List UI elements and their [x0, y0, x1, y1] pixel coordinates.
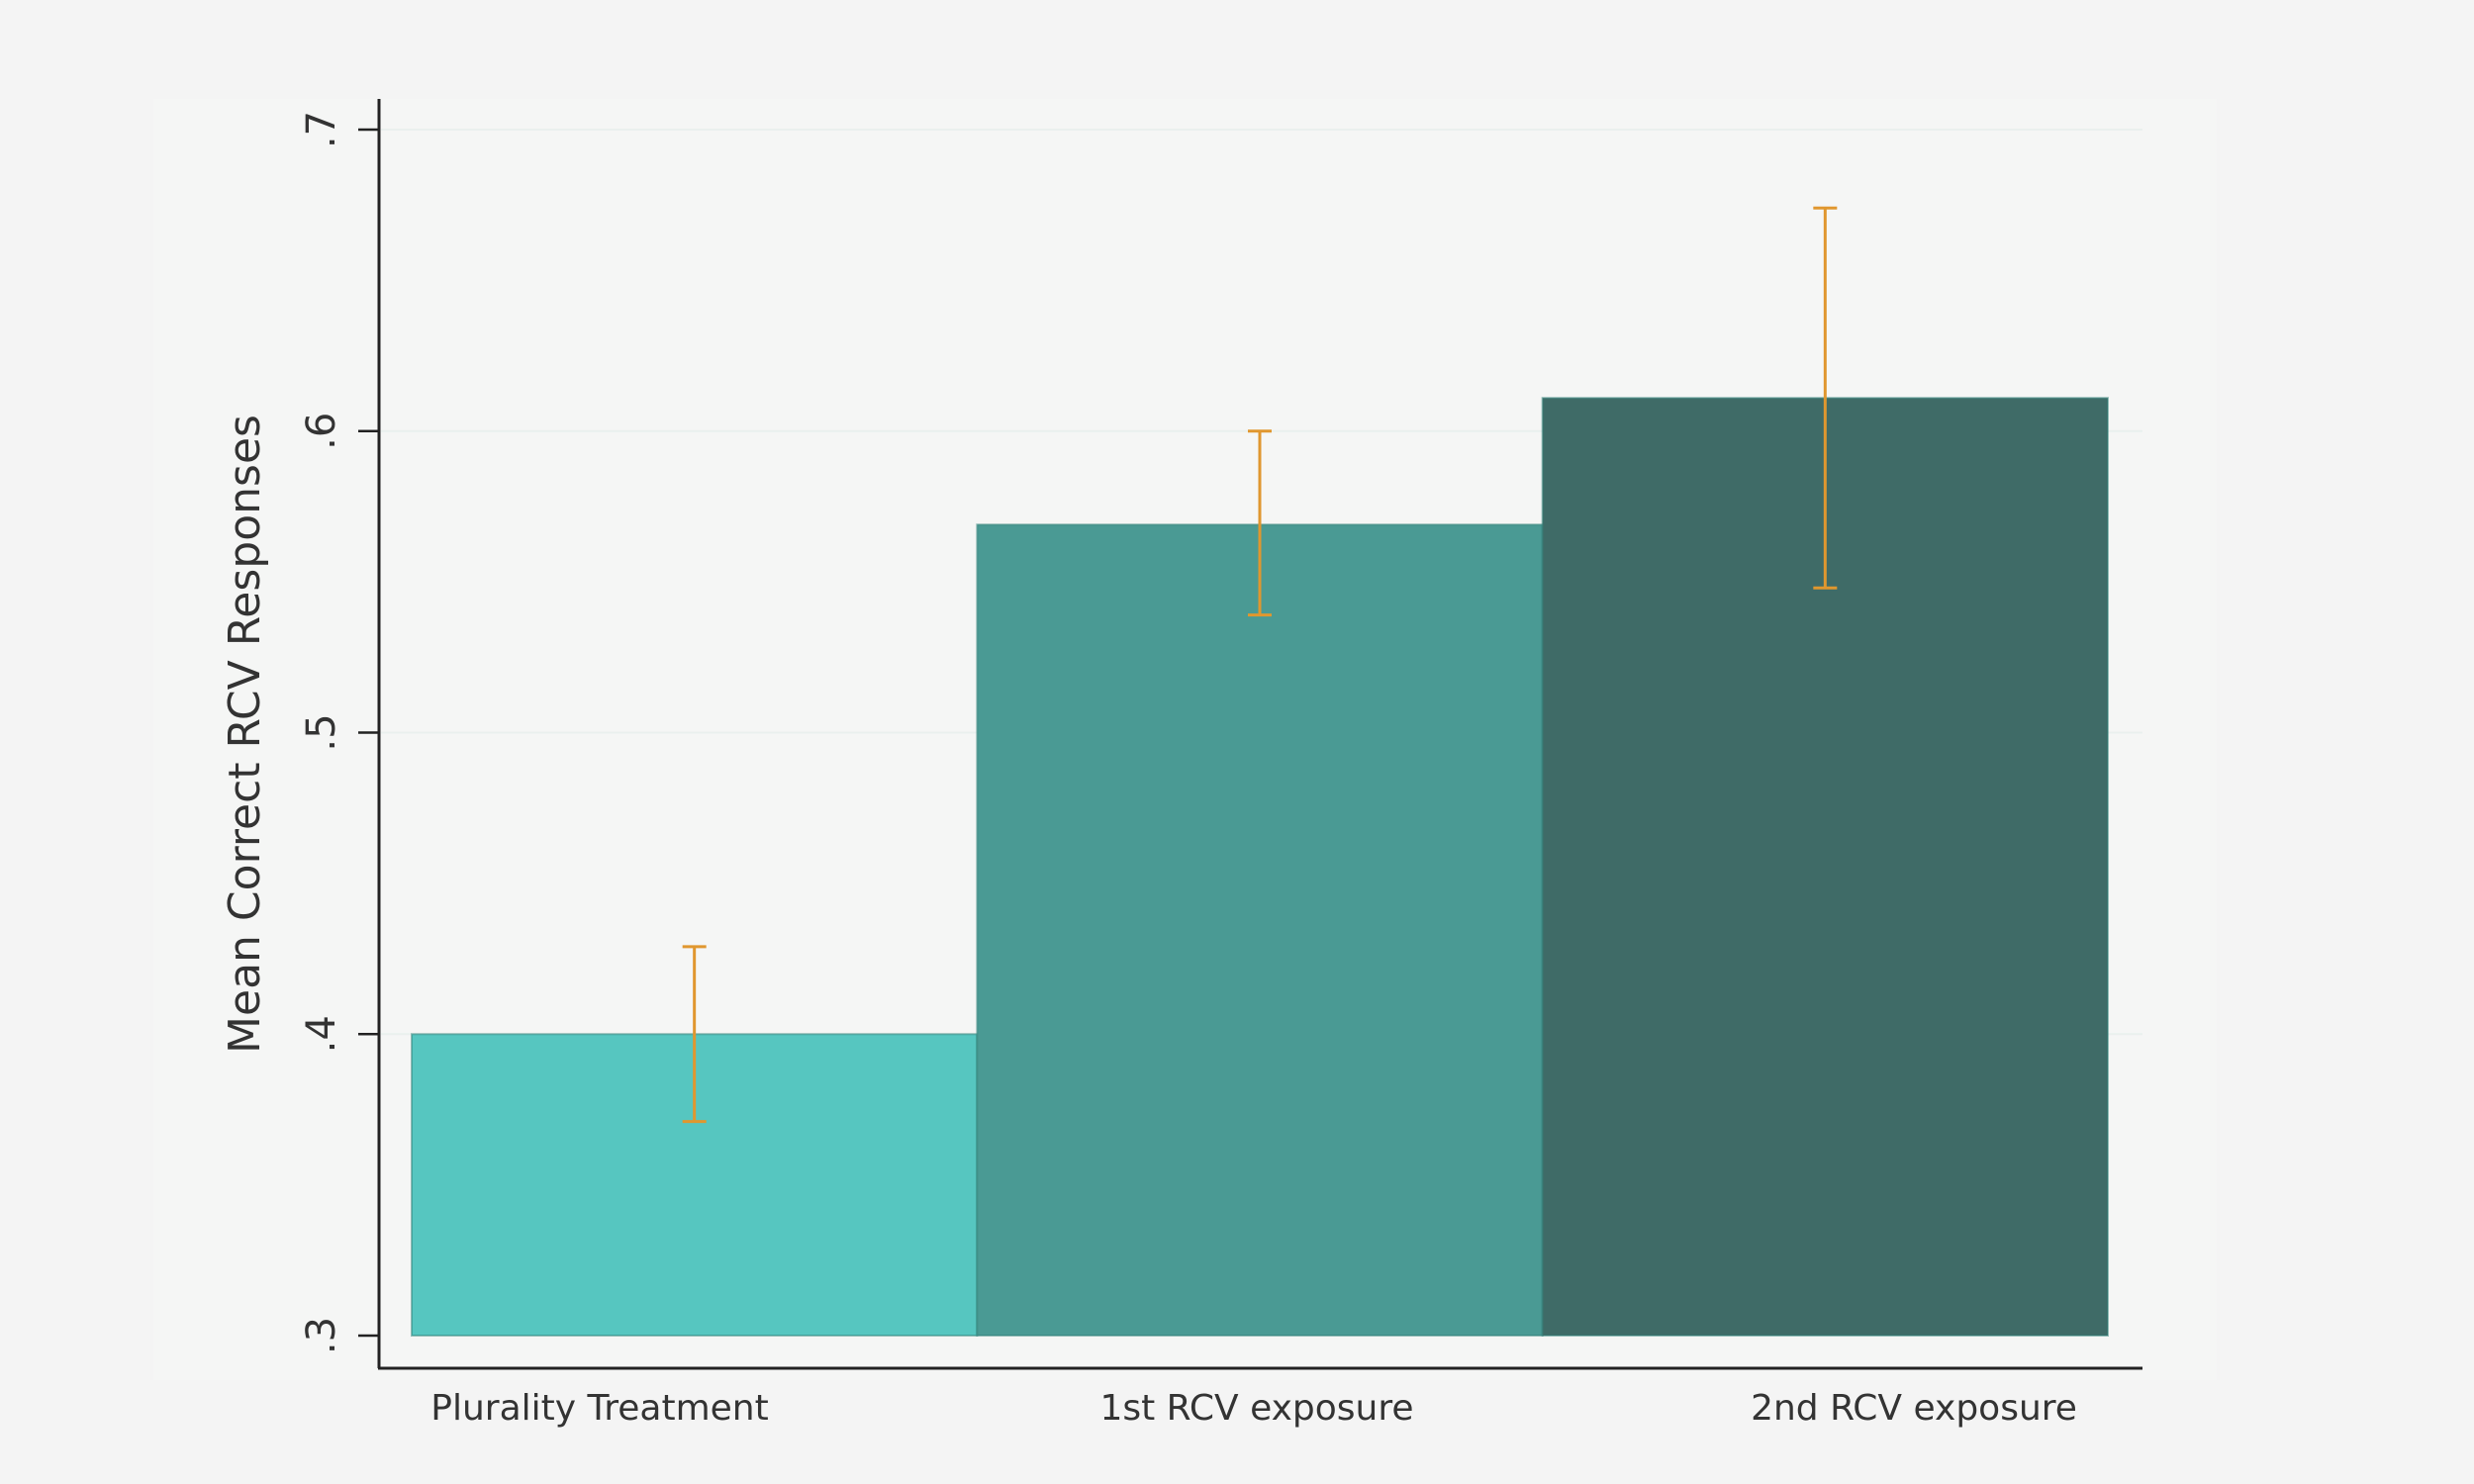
y-axis-label: Mean Correct RCV Responses [220, 415, 270, 1054]
bar [976, 523, 1544, 1337]
y-tick-label: .5 [299, 713, 344, 751]
x-tick-label: Plurality Treatment [430, 1388, 768, 1429]
y-tick-label: .6 [299, 413, 344, 450]
y-tick-label: .4 [299, 1015, 344, 1053]
x-tick-label: 1st RCV exposure [1099, 1388, 1413, 1429]
y-tick-label: .7 [299, 111, 344, 148]
x-tick-label: 2nd RCV exposure [1751, 1388, 2077, 1429]
y-tick-label: .3 [299, 1317, 344, 1354]
